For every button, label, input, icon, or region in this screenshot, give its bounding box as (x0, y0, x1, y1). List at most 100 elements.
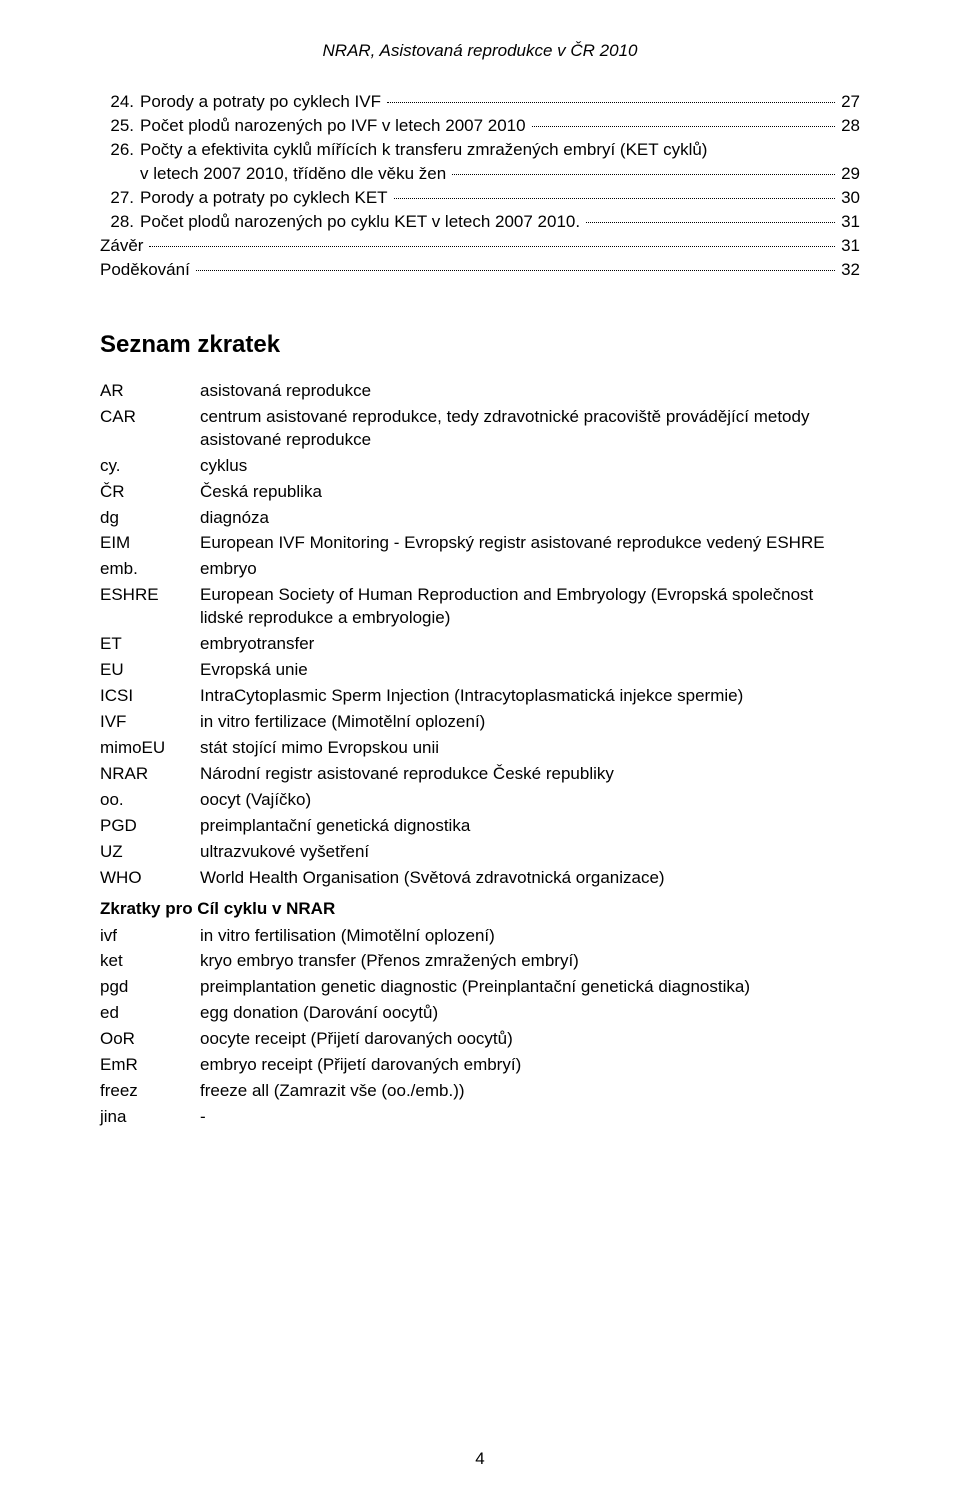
abbr-def: asistovaná reprodukce (200, 380, 860, 403)
abbr-term: pgd (100, 976, 200, 999)
abbr-row: ARasistovaná reprodukce (100, 380, 860, 403)
toc-num: 24. (100, 91, 140, 114)
abbr-def: diagnóza (200, 507, 860, 530)
abbr-row: NRARNárodní registr asistované reprodukc… (100, 763, 860, 786)
abbr-term: ET (100, 633, 200, 656)
toc-page: 30 (837, 187, 860, 210)
abbr-term: OoR (100, 1028, 200, 1051)
abbr-def: Evropská unie (200, 659, 860, 682)
toc-page: 28 (837, 115, 860, 138)
abbr-def: stát stojící mimo Evropskou unii (200, 737, 860, 760)
toc-page: 31 (837, 211, 860, 234)
abbr-def: egg donation (Darování oocytů) (200, 1002, 860, 1025)
page: NRAR, Asistovaná reprodukce v ČR 2010 24… (0, 0, 960, 1497)
abbr-row: cy.cyklus (100, 455, 860, 478)
abbr-term: EU (100, 659, 200, 682)
abbr-row: EUEvropská unie (100, 659, 860, 682)
toc-page: 29 (837, 163, 860, 186)
abbr-def: freeze all (Zamrazit vše (oo./emb.)) (200, 1080, 860, 1103)
abbr-row: OoRoocyte receipt (Přijetí darovaných oo… (100, 1028, 860, 1051)
abbr-term: ivf (100, 925, 200, 948)
toc-row: v letech 2007 2010, tříděno dle věku žen… (100, 163, 860, 186)
abbr-term: freez (100, 1080, 200, 1103)
toc-label: Porody a potraty po cyklech KET (140, 187, 392, 210)
abbr-def: European Society of Human Reproduction a… (200, 584, 860, 630)
toc-row: Poděkování32 (100, 259, 860, 282)
page-number: 4 (0, 1448, 960, 1471)
abbrev-list-1: ARasistovaná reprodukce CARcentrum asisto… (100, 380, 860, 890)
abbr-row: ICSIIntraCytoplasmic Sperm Injection (In… (100, 685, 860, 708)
toc-num: 28. (100, 211, 140, 234)
toc-dots (196, 270, 835, 271)
abbr-term: EmR (100, 1054, 200, 1077)
toc-row: 27.Porody a potraty po cyklech KET 30 (100, 187, 860, 210)
toc-label: Počet plodů narozených po cyklu KET v le… (140, 211, 584, 234)
abbr-def: - (200, 1106, 860, 1129)
abbr-row: ČRČeská republika (100, 481, 860, 504)
abbr-term: PGD (100, 815, 200, 838)
abbr-term: emb. (100, 558, 200, 581)
abbr-row: EmRembryo receipt (Přijetí darovaných em… (100, 1054, 860, 1077)
abbr-row: IVFin vitro fertilizace (Mimotělní oploz… (100, 711, 860, 734)
abbr-row: oo.oocyt (Vajíčko) (100, 789, 860, 812)
toc-dots (149, 246, 835, 247)
abbr-def: centrum asistované reprodukce, tedy zdra… (200, 406, 860, 452)
abbr-row: mimoEUstát stojící mimo Evropskou unii (100, 737, 860, 760)
abbr-row: EIMEuropean IVF Monitoring - Evropský re… (100, 532, 860, 555)
abbr-def: World Health Organisation (Světová zdrav… (200, 867, 860, 890)
abbr-def: preimplantační genetická dignostika (200, 815, 860, 838)
abbr-def: preimplantation genetic diagnostic (Prei… (200, 976, 860, 999)
abbr-term: cy. (100, 455, 200, 478)
abbr-def: oocyt (Vajíčko) (200, 789, 860, 812)
abbr-term: ICSI (100, 685, 200, 708)
toc-row: Závěr 31 (100, 235, 860, 258)
abbr-term: ket (100, 950, 200, 973)
abbr-def: in vitro fertilisation (Mimotělní oploze… (200, 925, 860, 948)
abbr-row: CARcentrum asistované reprodukce, tedy z… (100, 406, 860, 452)
abbr-row: emb.embryo (100, 558, 860, 581)
toc-row: 26.Počty a efektivita cyklů mířících k t… (100, 139, 860, 162)
abbr-term: EIM (100, 532, 200, 555)
toc-num: 25. (100, 115, 140, 138)
abbr-def: Česká republika (200, 481, 860, 504)
abbr-row: PGDpreimplantační genetická dignostika (100, 815, 860, 838)
toc-block: 24.Porody a potraty po cyklech IVF2725.P… (100, 91, 860, 282)
abbr-def: Národní registr asistované reprodukce Če… (200, 763, 860, 786)
abbr-def: in vitro fertilizace (Mimotělní oplození… (200, 711, 860, 734)
abbr-def: ultrazvukové vyšetření (200, 841, 860, 864)
toc-row: 25.Počet plodů narozených po IVF v letec… (100, 115, 860, 138)
toc-label: Závěr (100, 235, 147, 258)
abbr-row: ivfin vitro fertilisation (Mimotělní opl… (100, 925, 860, 948)
abbr-def: IntraCytoplasmic Sperm Injection (Intrac… (200, 685, 860, 708)
abbr-row: ESHREEuropean Society of Human Reproduct… (100, 584, 860, 630)
toc-num: 27. (100, 187, 140, 210)
abbr-term: jina (100, 1106, 200, 1129)
section-heading: Seznam zkratek (100, 329, 860, 361)
toc-dots (586, 222, 835, 223)
abbr-row: WHOWorld Health Organisation (Světová zd… (100, 867, 860, 890)
toc-page: 31 (837, 235, 860, 258)
abbr-row: jina- (100, 1106, 860, 1129)
abbr-term: ed (100, 1002, 200, 1025)
abbr-term: IVF (100, 711, 200, 734)
abbr-row: UZultrazvukové vyšetření (100, 841, 860, 864)
abbr-row: edegg donation (Darování oocytů) (100, 1002, 860, 1025)
toc-label: v letech 2007 2010, tříděno dle věku žen (140, 163, 450, 186)
toc-dots (394, 198, 836, 199)
abbr-term: ESHRE (100, 584, 200, 630)
toc-dots (387, 102, 835, 103)
abbr-row: freezfreeze all (Zamrazit vše (oo./emb.)… (100, 1080, 860, 1103)
abbr-term: ČR (100, 481, 200, 504)
abbr-term: mimoEU (100, 737, 200, 760)
toc-label: Počet plodů narozených po IVF v letech 2… (140, 115, 530, 138)
abbr-term: NRAR (100, 763, 200, 786)
abbrev-list-2: ivfin vitro fertilisation (Mimotělní opl… (100, 925, 860, 1130)
abbr-def: oocyte receipt (Přijetí darovaných oocyt… (200, 1028, 860, 1051)
abbr-row: ETembryotransfer (100, 633, 860, 656)
toc-label: Poděkování (100, 259, 194, 282)
toc-dots (452, 174, 835, 175)
toc-row: 24.Porody a potraty po cyklech IVF27 (100, 91, 860, 114)
abbr-term: dg (100, 507, 200, 530)
abbr-def: embryo receipt (Přijetí darovaných embry… (200, 1054, 860, 1077)
abbr-def: embryo (200, 558, 860, 581)
